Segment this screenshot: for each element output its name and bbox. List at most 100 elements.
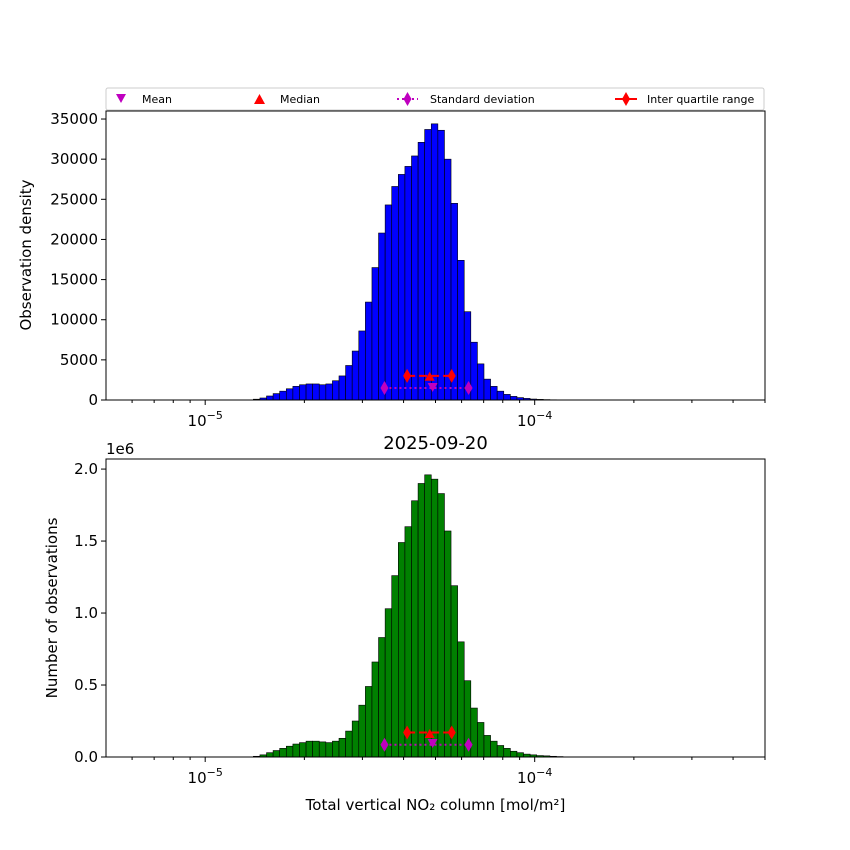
histogram-bar — [378, 232, 386, 401]
mean-marker-icon — [116, 94, 126, 103]
y-tick-label: 0.0 — [74, 748, 98, 766]
histogram-bar — [483, 378, 491, 401]
histogram-bar — [305, 383, 313, 401]
histogram-bar — [358, 704, 366, 758]
legend-label-mean: Mean — [142, 93, 172, 106]
median-marker — [424, 728, 435, 738]
histogram-bar — [503, 394, 511, 401]
histogram-bar — [371, 267, 379, 401]
bottom-y-axis-label: Number of observations — [43, 517, 61, 698]
x-tick-label: 10−5 — [188, 766, 223, 787]
std-high-marker — [464, 380, 473, 395]
std-diamond-icon — [403, 92, 412, 106]
legend-entry-iqr: Inter quartile range — [615, 92, 754, 106]
y-tick-label: 0.5 — [74, 676, 98, 694]
histogram-bar — [272, 393, 280, 401]
legend-label-iqr: Inter quartile range — [647, 93, 754, 106]
histogram-bar — [457, 260, 465, 401]
histogram-bar — [332, 380, 340, 401]
histogram-bar — [417, 142, 425, 401]
histogram-bar — [266, 395, 274, 401]
histogram-bar — [496, 745, 505, 758]
histogram-bar — [312, 383, 320, 401]
top-y-ticks: 0 5000 10000 15000 20000 25000 30000 35000 — [50, 110, 106, 409]
histogram-bar — [444, 530, 452, 758]
legend-entry-median: Median — [254, 93, 320, 106]
histogram-bar — [351, 350, 360, 401]
histogram-bar — [490, 740, 498, 758]
histogram-bar — [358, 330, 366, 401]
histogram-bar — [391, 575, 399, 758]
histogram-bar — [318, 741, 327, 758]
y-tick-label: 30000 — [50, 150, 98, 168]
histogram-bar — [325, 742, 333, 758]
histogram-bar — [411, 500, 419, 758]
iqr-low-marker — [403, 368, 412, 383]
legend-entry-mean: Mean — [116, 93, 172, 106]
iqr-high-marker — [447, 368, 456, 383]
histogram-bar — [483, 735, 491, 758]
histogram-bar — [510, 750, 518, 758]
histogram-bar — [424, 129, 432, 401]
top-histogram-axes: 0 5000 10000 15000 20000 25000 30000 35000 10−5… — [17, 110, 766, 430]
x-tick-label: 10−4 — [517, 409, 552, 430]
mean-marker — [427, 382, 438, 392]
histogram-bar — [424, 474, 432, 758]
bottom-x-axis-label: Total vertical NO₂ column [mol/m²] — [305, 796, 566, 814]
histogram-bar — [398, 542, 406, 758]
y-tick-label: 1.0 — [74, 604, 98, 622]
histogram-bar — [430, 478, 439, 758]
histogram-bar — [292, 386, 300, 401]
histogram-bar — [292, 743, 300, 758]
histogram-bar — [384, 204, 393, 401]
histogram-bar — [338, 375, 346, 401]
std-low-marker — [380, 380, 389, 395]
top-histogram-statistics — [380, 368, 473, 395]
x-tick-label: 10−5 — [188, 409, 223, 430]
x-tick-label: 10−4 — [517, 766, 552, 787]
bottom-histogram-axes: 2025-09-20 1e6 0.00.51.01.52.0 10−5 10−4 … — [43, 433, 766, 814]
bottom-chart-title: 2025-09-20 — [383, 433, 488, 454]
y-tick-label: 2.0 — [74, 460, 98, 478]
histogram-bar — [318, 384, 327, 401]
histogram-bar — [477, 363, 485, 401]
histogram-bar — [351, 720, 360, 758]
y-tick-label: 25000 — [50, 190, 98, 208]
histogram-bar — [365, 686, 373, 758]
histogram-bar — [345, 730, 353, 758]
histogram-bar — [285, 745, 294, 758]
histogram-bar — [272, 750, 280, 758]
histogram-bar — [332, 740, 340, 758]
std-high-marker — [464, 737, 473, 752]
iqr-diamond-icon — [622, 92, 630, 106]
legend-label-median: Median — [280, 93, 320, 106]
bottom-y-multiplier: 1e6 — [106, 440, 134, 458]
legend-entry-std: Standard deviation — [397, 92, 535, 106]
median-marker — [424, 371, 435, 381]
histogram-bar — [417, 483, 425, 758]
histogram-bar — [444, 158, 452, 401]
histogram-bar — [266, 752, 274, 758]
y-tick-label: 20000 — [50, 230, 98, 248]
histogram-bar — [411, 155, 419, 401]
std-low-marker — [380, 737, 389, 752]
histogram-bar — [470, 707, 478, 758]
histogram-bar — [404, 166, 412, 401]
histogram-bar — [516, 752, 524, 758]
histogram-bar — [457, 641, 465, 758]
histogram-bar — [371, 661, 379, 758]
histogram-bar — [338, 737, 346, 758]
histogram-bar — [430, 123, 439, 401]
histogram-bar — [437, 493, 445, 758]
histogram-bar — [345, 365, 353, 401]
histogram-bar — [391, 186, 399, 401]
bottom-x-ticks: 10−5 10−4 — [131, 757, 766, 787]
legend-frame — [105, 87, 765, 111]
y-tick-label: 35000 — [50, 110, 98, 128]
histogram-bar — [365, 301, 373, 401]
histogram-bar — [510, 396, 518, 401]
iqr-low-marker — [403, 725, 412, 740]
y-tick-label: 1.5 — [74, 532, 98, 550]
legend: Mean Median Standard deviation Inter qua… — [105, 87, 765, 111]
legend-label-std: Standard deviation — [430, 93, 535, 106]
